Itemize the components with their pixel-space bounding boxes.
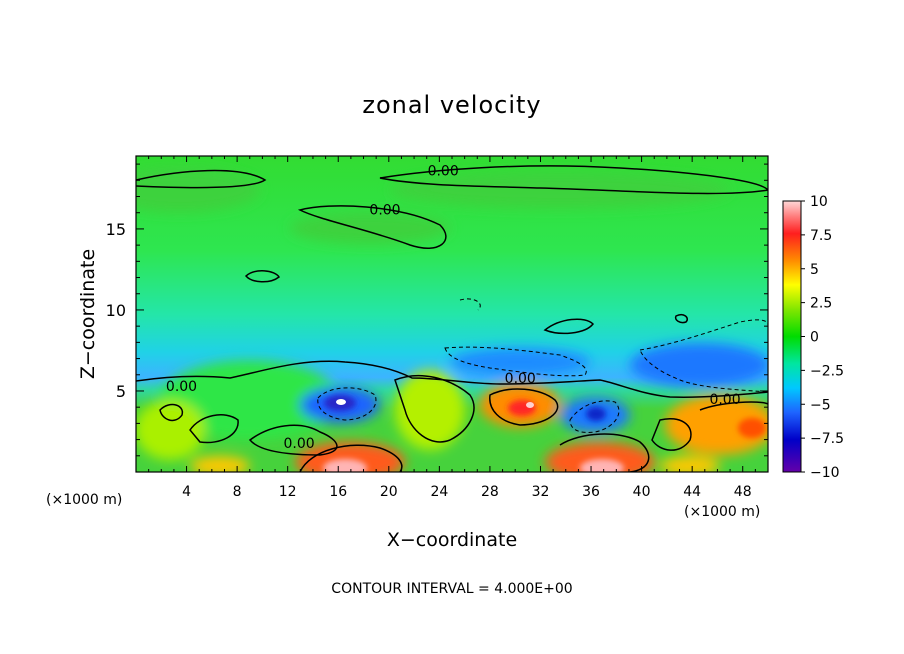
x-tick-label: 4 — [182, 484, 191, 500]
y-tick-label: 5 — [116, 382, 126, 401]
y-tick-label: 15 — [106, 220, 126, 239]
contour-label: 0.00 — [166, 379, 197, 395]
x-axis-label: X−coordinate — [387, 529, 517, 551]
colorbar-tick-label: −5 — [810, 397, 831, 413]
contour-labels: 0.00 0.00 0.00 0.00 0.00 0.00 — [166, 164, 741, 452]
colorbar-tick-label: 0 — [810, 330, 819, 346]
x-unit-left: (×1000 m) — [46, 492, 122, 508]
contour-label: 0.00 — [369, 202, 400, 218]
colorbar-tick-label: −7.5 — [810, 431, 844, 447]
colorbar-ticks: 10 7.5 5 2.5 0 −2.5 −5 −7.5 −10 — [801, 194, 844, 481]
x-tick-label: 12 — [279, 484, 297, 500]
x-tick-label: 8 — [233, 484, 242, 500]
chart-title: zonal velocity — [362, 91, 541, 119]
contour-label: 0.00 — [428, 164, 459, 180]
x-tick-label: 32 — [532, 484, 550, 500]
zero-contours — [136, 165, 768, 472]
colorbar: 10 7.5 5 2.5 0 −2.5 −5 −7.5 −10 — [782, 194, 844, 481]
colorbar-gradient — [782, 200, 802, 473]
x-unit-right: (×1000 m) — [684, 504, 760, 520]
contour-interval-note: CONTOUR INTERVAL = 4.000E+00 — [331, 581, 572, 597]
contour-label: 0.00 — [709, 392, 740, 408]
x-tick-label: 28 — [481, 484, 499, 500]
x-tick-label: 20 — [380, 484, 398, 500]
x-tick-label: 48 — [734, 484, 752, 500]
colorbar-tick-label: 5 — [810, 262, 819, 278]
colorbar-tick-label: 2.5 — [810, 296, 832, 312]
colorbar-tick-label: −2.5 — [810, 363, 844, 379]
y-ticks: 5 10 15 — [106, 163, 768, 457]
y-tick-label: 10 — [106, 301, 126, 320]
x-tick-label: 24 — [430, 484, 448, 500]
x-tick-label: 44 — [683, 484, 701, 500]
negative-contours — [317, 298, 768, 433]
colorbar-tick-label: 10 — [810, 194, 828, 210]
field-cores — [323, 395, 766, 472]
contour-label: 0.00 — [283, 436, 314, 452]
colorbar-tick-label: 7.5 — [810, 228, 832, 244]
x-tick-label: 36 — [582, 484, 600, 500]
contour-label: 0.00 — [505, 371, 536, 387]
plot-area: 0.00 0.00 0.00 0.00 0.00 0.00 — [136, 156, 768, 472]
x-ticks: 4 8 12 16 20 24 28 32 36 40 44 48 — [148, 156, 756, 500]
colorbar-tick-label: −10 — [810, 465, 840, 481]
y-axis-label: Z−coordinate — [77, 249, 99, 379]
x-tick-label: 16 — [329, 484, 347, 500]
field-blobs — [136, 168, 768, 472]
x-tick-label: 40 — [633, 484, 651, 500]
